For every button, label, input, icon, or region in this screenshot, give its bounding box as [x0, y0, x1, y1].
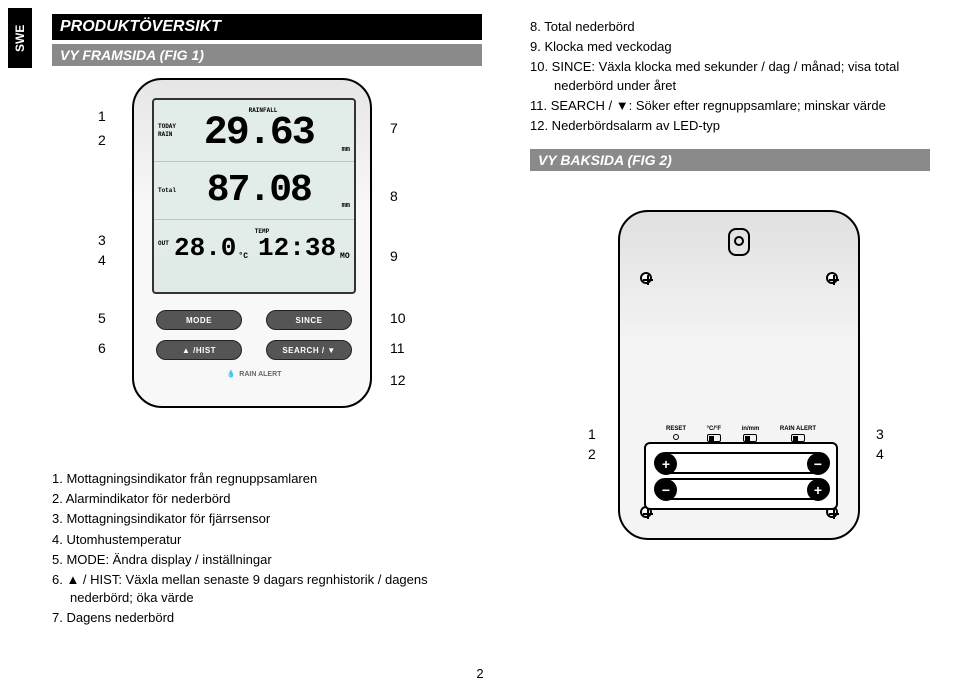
list-item: 9. Klocka med veckodag	[530, 38, 930, 56]
battery-plus-icon: +	[807, 479, 829, 501]
callout-9: 9	[390, 248, 398, 264]
list-item: 7. Dagens nederbörd	[52, 609, 482, 627]
heading-product-overview: PRODUKTÖVERSIKT	[52, 14, 482, 40]
rain-alert-label: RAIN ALERT	[239, 371, 281, 378]
hist-button[interactable]: ▲ /HIST	[156, 340, 242, 360]
battery-plus-icon: +	[655, 453, 677, 475]
battery-minus-icon: −	[655, 479, 677, 501]
device-front-figure: 1 2 3 4 5 6 7 8 9 10 11 12 TODAY RAIN RA…	[52, 78, 492, 428]
rain-alert-icon: 💧	[227, 370, 236, 378]
back-callout-1: 1	[588, 426, 596, 442]
lcd-mm-2: mm	[342, 202, 350, 210]
right-description-list: 8. Total nederbörd 9. Klocka med veckoda…	[530, 18, 930, 135]
rain-unit-switch[interactable]: in/mm	[742, 426, 760, 442]
back-callout-3: 3	[876, 426, 884, 442]
battery-2: − +	[654, 478, 830, 500]
reset-control[interactable]: RESET	[666, 426, 686, 440]
lcd-out-label: OUT	[158, 240, 174, 247]
search-button[interactable]: SEARCH / ▼	[266, 340, 352, 360]
reset-label: RESET	[666, 426, 686, 432]
heading-front-view: VY FRAMSIDA (FIG 1)	[52, 44, 482, 66]
rain-alert-led: 💧 RAIN ALERT	[156, 370, 352, 378]
device-back-body: RESET °C/°F in/mm RAIN ALERT + − −	[618, 210, 860, 540]
lcd-out-temp: 28.0	[174, 235, 236, 261]
page-number: 2	[476, 666, 483, 681]
list-item: 12. Nederbördsalarm av LED-typ	[530, 117, 930, 135]
temp-unit-label: °C/°F	[707, 426, 721, 432]
list-item: 1. Mottagningsindikator från regnuppsaml…	[52, 470, 482, 488]
list-item: 11. SEARCH / ▼: Söker efter regnuppsamla…	[530, 97, 930, 115]
left-column: PRODUKTÖVERSIKT VY FRAMSIDA (FIG 1)	[52, 14, 482, 66]
list-item: 2. Alarmindikator för nederbörd	[52, 490, 482, 508]
screw-icon	[826, 272, 838, 284]
lcd-rain-label: RAIN	[158, 131, 176, 138]
battery-compartment: + − − +	[644, 442, 838, 510]
callout-3: 3	[98, 232, 106, 248]
mode-button[interactable]: MODE	[156, 310, 242, 330]
device-front-body: TODAY RAIN RAINFALL 29.63 mm Total 87.0	[132, 78, 372, 408]
callout-10: 10	[390, 310, 406, 326]
list-item: 6. ▲ / HIST: Växla mellan senaste 9 daga…	[52, 571, 482, 607]
back-callout-2: 2	[588, 446, 596, 462]
list-item: 8. Total nederbörd	[530, 18, 930, 36]
since-button[interactable]: SINCE	[266, 310, 352, 330]
rain-alert-switch[interactable]: RAIN ALERT	[780, 426, 816, 442]
battery-1: + −	[654, 452, 830, 474]
temp-unit-switch[interactable]: °C/°F	[707, 426, 721, 442]
list-item: 10. SINCE: Växla klocka med sekunder / d…	[530, 58, 930, 94]
screw-icon	[640, 272, 652, 284]
rain-alert-back-label: RAIN ALERT	[780, 426, 816, 432]
lcd-screen: TODAY RAIN RAINFALL 29.63 mm Total 87.0	[152, 98, 356, 294]
list-item: 3. Mottagningsindikator för fjärrsensor	[52, 510, 482, 528]
callout-6: 6	[98, 340, 106, 356]
callout-8: 8	[390, 188, 398, 204]
lcd-total-label: Total	[158, 187, 176, 194]
lcd-rain-total-value: 87.08	[176, 172, 342, 210]
callout-4: 4	[98, 252, 106, 268]
callout-12: 12	[390, 372, 406, 388]
language-tab: SWE	[8, 8, 32, 68]
callout-7: 7	[390, 120, 398, 136]
lcd-rain-today-value: 29.63	[176, 114, 342, 154]
battery-minus-icon: −	[807, 453, 829, 475]
callout-5: 5	[98, 310, 106, 326]
device-back-figure: 1 2 3 4 RESET °C/°F in/mm RAIN ALERT	[576, 210, 916, 630]
heading-back-view: VY BAKSIDA (FIG 2)	[530, 149, 930, 171]
wall-hanger	[728, 228, 750, 256]
lcd-weekday: MO	[340, 252, 350, 261]
callout-2: 2	[98, 132, 106, 148]
right-column: 8. Total nederbörd 9. Klocka med veckoda…	[530, 18, 930, 171]
rain-unit-label: in/mm	[742, 426, 760, 432]
lcd-today-label: TODAY	[158, 123, 176, 130]
front-description-list: 1. Mottagningsindikator från regnuppsaml…	[52, 470, 482, 630]
lcd-temp-unit: °C	[238, 252, 248, 261]
list-item: 5. MODE: Ändra display / inställningar	[52, 551, 482, 569]
callout-1: 1	[98, 108, 106, 124]
back-callout-4: 4	[876, 446, 884, 462]
list-item: 4. Utomhustemperatur	[52, 531, 482, 549]
lcd-clock: 12:38	[258, 235, 336, 261]
lcd-mm-1: mm	[342, 146, 350, 154]
callout-11: 11	[390, 340, 405, 356]
